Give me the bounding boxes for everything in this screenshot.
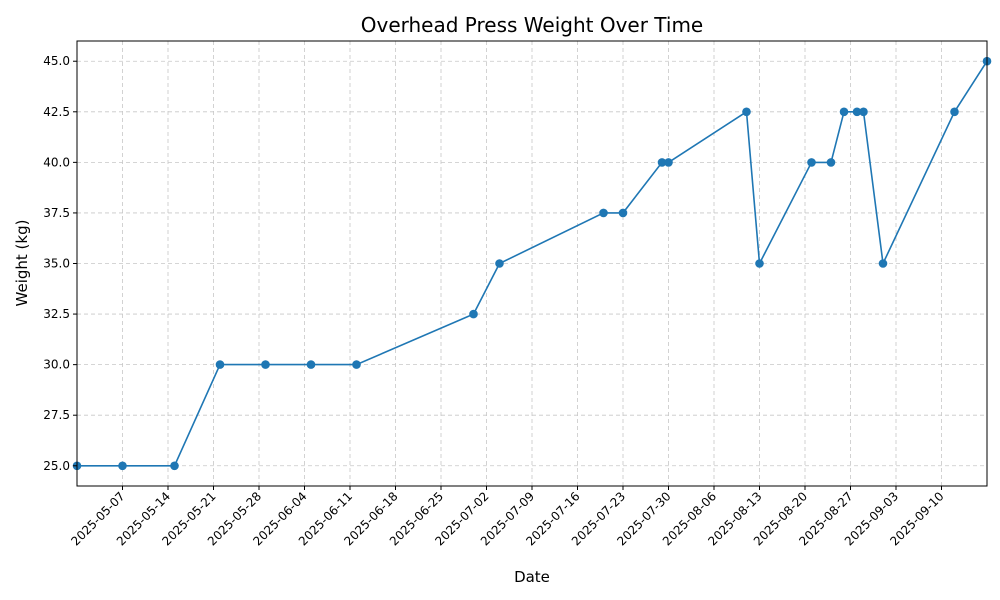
y-tick-label: 45.0 — [43, 54, 70, 68]
data-point — [352, 360, 361, 369]
y-axis-label: Weight (kg) — [13, 220, 31, 307]
data-point — [840, 108, 849, 117]
y-tick-label: 32.5 — [43, 307, 70, 321]
data-point — [619, 209, 628, 218]
data-point — [495, 259, 504, 268]
data-point — [742, 108, 751, 117]
data-point — [216, 360, 225, 369]
y-tick-label: 25.0 — [43, 459, 70, 473]
y-tick-label: 40.0 — [43, 155, 70, 169]
x-axis-label: Date — [514, 568, 550, 586]
data-point — [859, 108, 868, 117]
y-tick-label: 30.0 — [43, 358, 70, 372]
y-tick-label: 35.0 — [43, 257, 70, 271]
data-point — [807, 158, 816, 167]
data-point — [827, 158, 836, 167]
data-point — [664, 158, 673, 167]
data-point — [950, 108, 959, 117]
data-point — [879, 259, 888, 268]
y-tick-label: 27.5 — [43, 408, 70, 422]
data-point — [469, 310, 478, 319]
data-point — [118, 462, 127, 471]
data-point — [261, 360, 270, 369]
data-point — [170, 462, 179, 471]
data-point — [599, 209, 608, 218]
data-point — [307, 360, 316, 369]
y-tick-label: 37.5 — [43, 206, 70, 220]
data-point — [755, 259, 764, 268]
grid-lines — [77, 41, 987, 486]
y-tick-label: 42.5 — [43, 105, 70, 119]
chart-title: Overhead Press Weight Over Time — [361, 13, 703, 37]
